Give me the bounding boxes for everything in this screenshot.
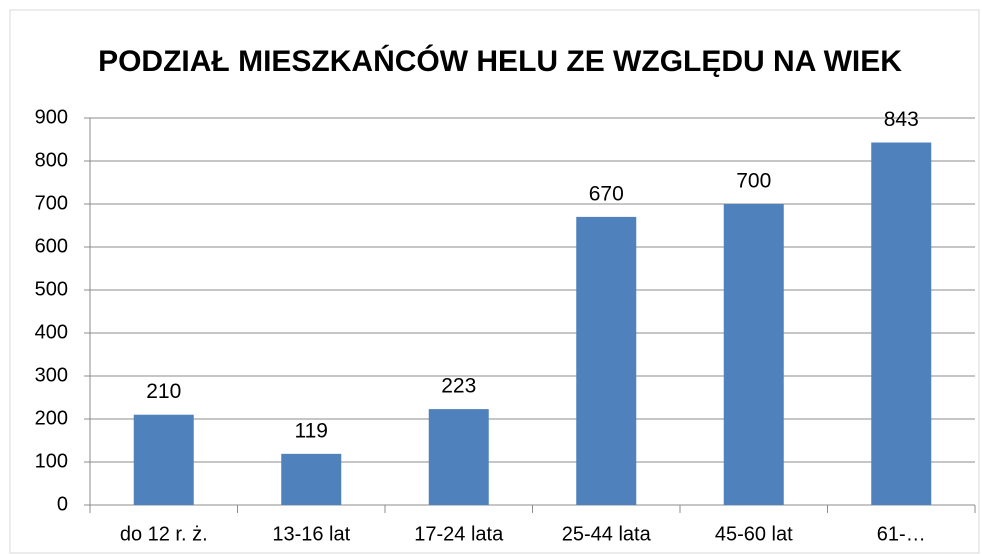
bar xyxy=(576,216,637,505)
x-tick-label: 25-44 lata xyxy=(562,523,652,545)
x-tick-label: 13-16 lat xyxy=(272,523,350,545)
x-tick-label: 61-… xyxy=(877,523,926,545)
y-tick-label: 500 xyxy=(35,278,68,300)
y-tick-label: 400 xyxy=(35,321,68,343)
y-tick-label: 200 xyxy=(35,407,68,429)
value-label: 700 xyxy=(736,170,771,193)
y-tick-label: 0 xyxy=(57,493,68,515)
value-label: 223 xyxy=(441,375,476,398)
chart-title: PODZIAŁ MIESZKAŃCÓW HELU ZE WZGLĘDU NA W… xyxy=(98,44,902,78)
y-tick-label: 300 xyxy=(35,364,68,386)
bar xyxy=(133,414,194,505)
y-tick-label: 800 xyxy=(35,149,68,171)
y-tick-label: 700 xyxy=(35,192,68,214)
value-label: 670 xyxy=(589,182,624,205)
bar xyxy=(428,409,489,505)
y-tick-label: 600 xyxy=(35,235,68,257)
bar xyxy=(871,142,932,505)
x-tick-label: 17-24 lata xyxy=(414,523,504,545)
bar xyxy=(723,204,784,505)
y-tick-label: 900 xyxy=(35,106,68,128)
value-label: 210 xyxy=(146,380,181,403)
x-tick-label: do 12 r. ż. xyxy=(120,523,208,545)
value-label: 119 xyxy=(295,419,328,442)
bar xyxy=(281,453,342,505)
value-label: 843 xyxy=(884,108,919,131)
x-tick-label: 45-60 lat xyxy=(715,523,793,545)
y-tick-label: 100 xyxy=(35,450,68,472)
